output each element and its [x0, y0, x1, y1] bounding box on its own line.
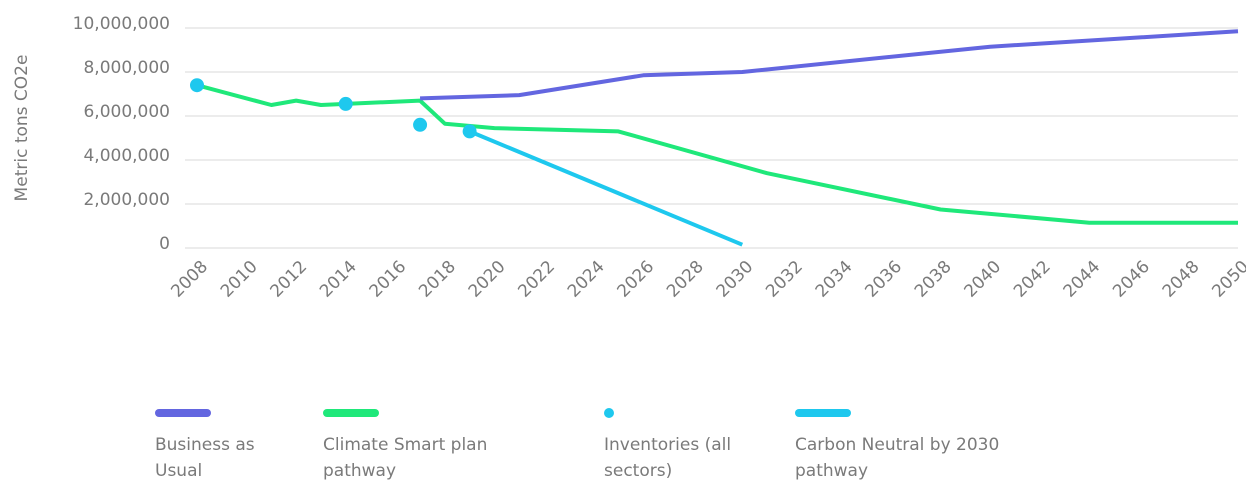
- series-line: [468, 129, 744, 247]
- x-tick-label: 2038: [911, 257, 956, 302]
- y-tick-label: 6,000,000: [83, 102, 170, 122]
- x-tick-label: 2010: [217, 257, 262, 302]
- series-line: [420, 29, 1239, 101]
- x-tick-label: 2046: [1109, 257, 1154, 302]
- y-tick-label: 0: [159, 234, 170, 254]
- x-tick-label: 2016: [366, 257, 411, 302]
- y-tick-label: 8,000,000: [83, 58, 170, 78]
- data-point: [462, 124, 477, 139]
- y-axis-label: Metric tons CO2e: [12, 55, 32, 202]
- chart: Metric tons CO2e 0 2,000,000 4,000,000 6,00…: [12, 14, 1246, 302]
- x-tick-label: 2044: [1060, 257, 1105, 302]
- legend-swatch: [155, 409, 211, 417]
- data-point: [338, 96, 353, 111]
- x-tick-label: 2028: [663, 257, 708, 302]
- x-tick-label: 2050: [1208, 257, 1246, 302]
- x-tick-label: 2026: [613, 257, 658, 302]
- x-tick-label: 2024: [564, 257, 609, 302]
- x-tick-label: 2030: [713, 257, 758, 302]
- legend-label: Climate Smart plan pathway: [323, 435, 488, 481]
- series-line: [196, 83, 1238, 225]
- x-tick-label: 2014: [316, 257, 361, 302]
- y-tick-label: 10,000,000: [73, 14, 170, 34]
- x-tick-label: 2032: [762, 257, 807, 302]
- x-tick-label: 2018: [415, 257, 460, 302]
- x-tick-label: 2042: [1010, 257, 1055, 302]
- y-tick-label: 2,000,000: [83, 190, 170, 210]
- x-tick-label: 2012: [266, 257, 311, 302]
- x-tick-label: 2022: [514, 257, 559, 302]
- legend-label: Inventories (all sectors): [604, 435, 732, 481]
- x-tick-label: 2020: [465, 257, 510, 302]
- x-tick-label: 2008: [167, 257, 212, 302]
- x-tick-label: 2036: [861, 257, 906, 302]
- data-point: [413, 117, 428, 132]
- data-point: [190, 78, 204, 93]
- x-tick-label: 2048: [1159, 257, 1204, 302]
- legend-label: Business as Usual: [155, 435, 255, 481]
- legend-swatch: [604, 408, 614, 418]
- legend-swatch: [323, 409, 379, 417]
- legend-label: Carbon Neutral by 2030 pathway: [795, 435, 1000, 481]
- x-tick-label: 2034: [812, 257, 857, 302]
- y-tick-label: 4,000,000: [83, 146, 170, 166]
- legend-swatch: [795, 409, 851, 417]
- x-tick-label: 2040: [960, 257, 1005, 302]
